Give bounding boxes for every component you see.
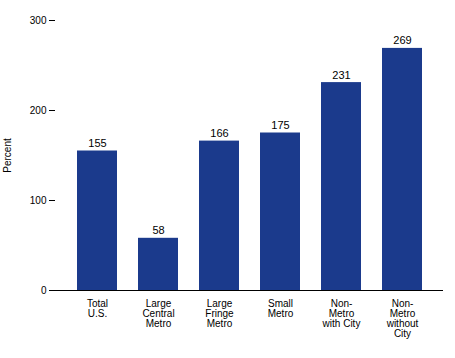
- svg-text:TotalU.S.: TotalU.S.: [87, 298, 108, 319]
- svg-text:58: 58: [152, 224, 164, 236]
- svg-text:Percent: Percent: [2, 138, 13, 173]
- svg-text:LargeFringeMetro: LargeFringeMetro: [205, 298, 234, 329]
- svg-text:155: 155: [88, 137, 106, 149]
- svg-text:231: 231: [332, 69, 350, 81]
- svg-text:175: 175: [271, 119, 289, 131]
- svg-text:SmallMetro: SmallMetro: [268, 298, 294, 319]
- svg-text:166: 166: [210, 127, 228, 139]
- svg-text:Non-MetrowithoutCity: Non-MetrowithoutCity: [386, 298, 419, 339]
- svg-text:0: 0: [41, 285, 47, 296]
- svg-text:Non-Metrowith City: Non-Metrowith City: [322, 298, 361, 329]
- svg-text:200: 200: [30, 105, 47, 116]
- svg-text:269: 269: [393, 34, 411, 46]
- svg-text:LargeCentralMetro: LargeCentralMetro: [142, 298, 174, 329]
- svg-text:100: 100: [30, 195, 47, 206]
- svg-text:300: 300: [30, 15, 47, 26]
